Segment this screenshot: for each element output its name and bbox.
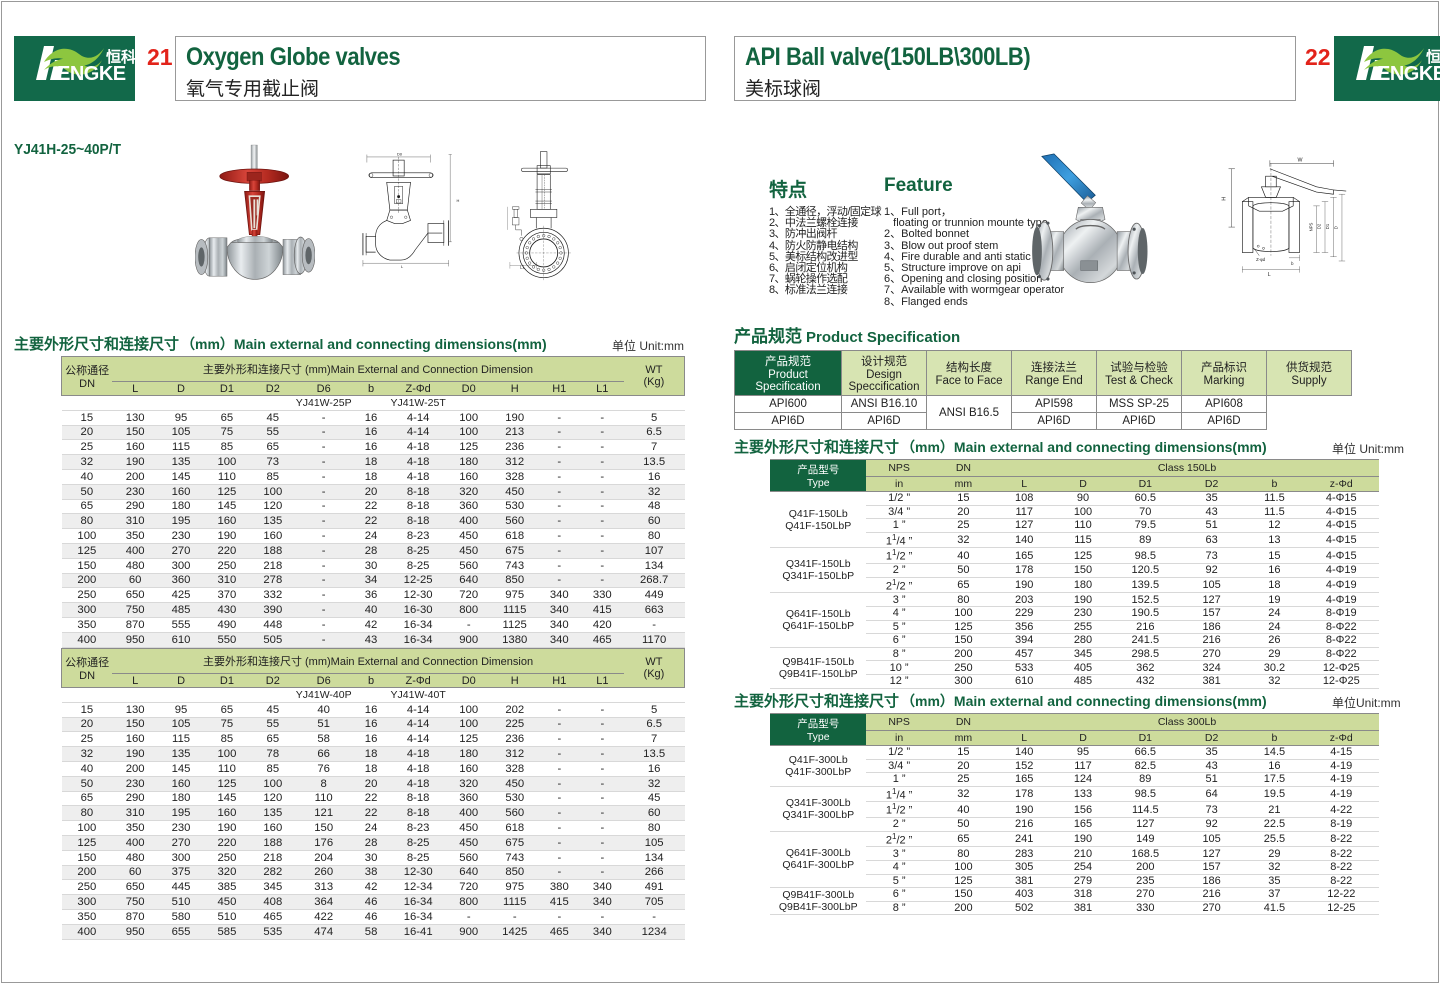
svg-text:L: L (401, 264, 404, 269)
svg-text:L1: L1 (520, 265, 525, 270)
svg-text:b: b (1291, 261, 1294, 266)
svg-text:NPS: NPS (1308, 222, 1313, 231)
svg-text:Z-φd: Z-φd (1256, 257, 1266, 262)
svg-text:H: H (457, 198, 460, 203)
svg-text:H: H (1221, 197, 1227, 201)
svg-text:D2: D2 (1317, 223, 1322, 229)
svg-text:D0: D0 (397, 151, 403, 156)
svg-text:D: D (1334, 226, 1339, 229)
svg-text:ENGKE: ENGKE (1377, 63, 1440, 85)
svg-text:L: L (1268, 272, 1271, 278)
svg-text:D1: D1 (1325, 223, 1330, 229)
svg-text:W: W (1297, 157, 1302, 163)
